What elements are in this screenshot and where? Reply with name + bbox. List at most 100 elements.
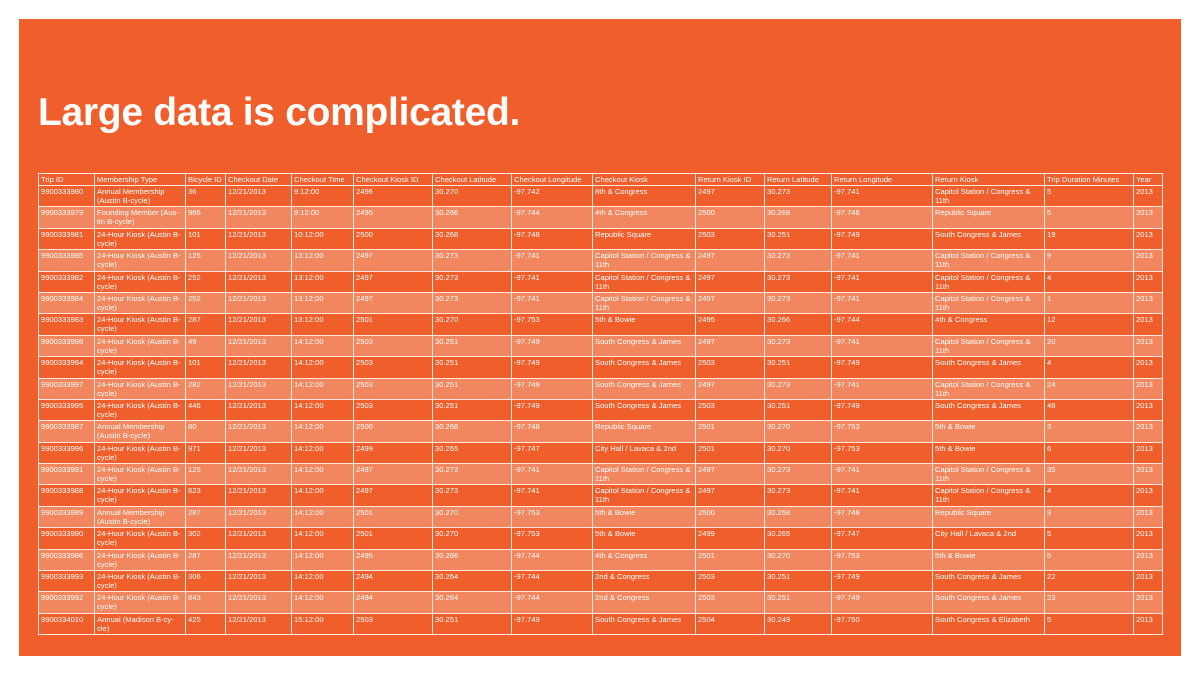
table-cell: 125 xyxy=(185,463,226,486)
table-cell: 30.266 xyxy=(432,206,512,229)
table-row: 9900333993 24-Hour Kiosk (Austin B-cycle)… xyxy=(38,570,1163,593)
table-cell: 14:12:00 xyxy=(291,377,354,400)
table-cell: 12/21/2013 xyxy=(225,398,292,422)
table-cell: 9900333986 xyxy=(38,548,95,572)
table-cell: 3 xyxy=(1044,420,1134,443)
table-cell: 2500 xyxy=(353,420,433,443)
table-cell: 9900333991 xyxy=(38,463,95,486)
table-cell: 10:12:00 xyxy=(291,227,354,251)
table-cell: Republic Square xyxy=(932,505,1045,529)
table-cell: 2497 xyxy=(695,249,765,272)
table-cell: 843 xyxy=(185,591,226,614)
table-row: 9900333981 24-Hour Kiosk (Austin B-cycle)… xyxy=(38,227,1163,251)
table-cell: 2013 xyxy=(1133,612,1163,636)
table-cell: Annual (Madison B-cy-cle) xyxy=(94,612,186,636)
table-cell: Capitol Station / Congress & 11th xyxy=(932,291,1045,315)
table-cell: 2497 xyxy=(695,484,765,507)
table-cell: 101 xyxy=(185,227,226,251)
table-cell: 9900333998 xyxy=(38,334,95,358)
table-cell: 2500 xyxy=(695,505,765,529)
table-cell: 4 xyxy=(1044,484,1134,507)
table-cell: Republic Square xyxy=(932,206,1045,229)
table-cell: 14:12:00 xyxy=(291,334,354,358)
table-cell: 12/21/2013 xyxy=(225,527,292,550)
table-cell: 1 xyxy=(1044,291,1134,315)
table-cell: 9900333990 xyxy=(38,527,95,550)
table-cell: 30.273 xyxy=(432,249,512,272)
table-cell: -97.741 xyxy=(831,184,933,208)
table-cell: City Hall / Lavaca & 2nd xyxy=(592,441,696,465)
table-cell: 4 xyxy=(1044,356,1134,379)
table-cell: -97.749 xyxy=(831,570,933,593)
table-cell: 13:12:00 xyxy=(291,249,354,272)
table-cell: 14:12:00 xyxy=(291,420,354,443)
table-cell: -97.744 xyxy=(511,591,593,614)
table-cell: South Congress & James xyxy=(932,227,1045,251)
table-cell: 9900334010 xyxy=(38,612,95,636)
table-cell: 5 xyxy=(1044,206,1134,229)
table-cell: 12/21/2013 xyxy=(225,291,292,315)
table-cell: Capitol Station / Congress & 11th xyxy=(592,463,696,486)
table-cell: 2494 xyxy=(353,591,433,614)
table-cell: 9 xyxy=(1044,249,1134,272)
table-cell: Capitol Station / Congress & 11th xyxy=(932,377,1045,400)
table-cell: -97.741 xyxy=(511,484,593,507)
table-cell: -97.753 xyxy=(511,527,593,550)
table-cell: 2013 xyxy=(1133,548,1163,572)
table-cell: -97.749 xyxy=(511,356,593,379)
table-cell: 36 xyxy=(185,184,226,208)
table-cell: 2013 xyxy=(1133,570,1163,593)
table-cell: 14:12:00 xyxy=(291,398,354,422)
table-cell: 5 xyxy=(1044,548,1134,572)
table-cell: 125 xyxy=(185,249,226,272)
table-cell: -97.753 xyxy=(831,441,933,465)
table-cell: 24-Hour Kiosk (Austin B-cycle) xyxy=(94,463,186,486)
table-cell: 252 xyxy=(185,291,226,315)
table-cell: 2503 xyxy=(695,227,765,251)
table-cell: -97.753 xyxy=(831,548,933,572)
table-cell: 2013 xyxy=(1133,249,1163,272)
table-cell: 49 xyxy=(185,334,226,358)
table-cell: -97.741 xyxy=(511,463,593,486)
table-cell: 9900333996 xyxy=(38,441,95,465)
table-cell: -97.749 xyxy=(831,398,933,422)
slide-title: Large data is complicated. xyxy=(38,91,521,134)
table-cell: 5th & Bowie xyxy=(592,527,696,550)
table-cell: 9900333985 xyxy=(38,249,95,272)
table-cell: 30.273 xyxy=(764,377,832,400)
table-cell: -97.741 xyxy=(831,463,933,486)
table-cell: -97.744 xyxy=(511,548,593,572)
table-cell: South Congress & James xyxy=(932,570,1045,593)
table-cell: South Congress & James xyxy=(932,356,1045,379)
table-cell: 30.264 xyxy=(432,570,512,593)
table-cell: 30.251 xyxy=(432,612,512,636)
table-cell: 287 xyxy=(185,548,226,572)
table-cell: 30.273 xyxy=(764,184,832,208)
table-cell: 2013 xyxy=(1133,591,1163,614)
table-cell: 6 xyxy=(1044,441,1134,465)
table-cell: -97.749 xyxy=(511,377,593,400)
table-cell: 24-Hour Kiosk (Austin B-cycle) xyxy=(94,227,186,251)
table-cell: 14:12:00 xyxy=(291,548,354,572)
table-cell: 30.273 xyxy=(764,291,832,315)
table-cell: 302 xyxy=(185,527,226,550)
table-cell: South Congress & James xyxy=(592,377,696,400)
table-cell: 2497 xyxy=(695,291,765,315)
table-cell: 2497 xyxy=(695,270,765,293)
table-cell: 12/21/2013 xyxy=(225,227,292,251)
table-cell: Founding Member (Aus-tin B-cycle) xyxy=(94,206,186,229)
table-body: 9900333980 Annual Membership (Austin B-cy… xyxy=(38,184,1163,636)
table-cell: 101 xyxy=(185,356,226,379)
table-cell: 2013 xyxy=(1133,463,1163,486)
table-cell: 2013 xyxy=(1133,377,1163,400)
column-header: Return Longitude xyxy=(831,173,933,186)
table-cell: 2495 xyxy=(353,548,433,572)
table-cell: 48 xyxy=(1044,398,1134,422)
table-cell: 30.265 xyxy=(432,441,512,465)
table-cell: 24-Hour Kiosk (Austin B-cycle) xyxy=(94,398,186,422)
table-cell: 8th & Congress xyxy=(592,184,696,208)
column-header: Checkout Kiosk ID xyxy=(353,173,433,186)
table-cell: Capitol Station / Congress & 11th xyxy=(932,463,1045,486)
table-cell: 2495 xyxy=(695,313,765,336)
table-cell: 14:12:00 xyxy=(291,484,354,507)
